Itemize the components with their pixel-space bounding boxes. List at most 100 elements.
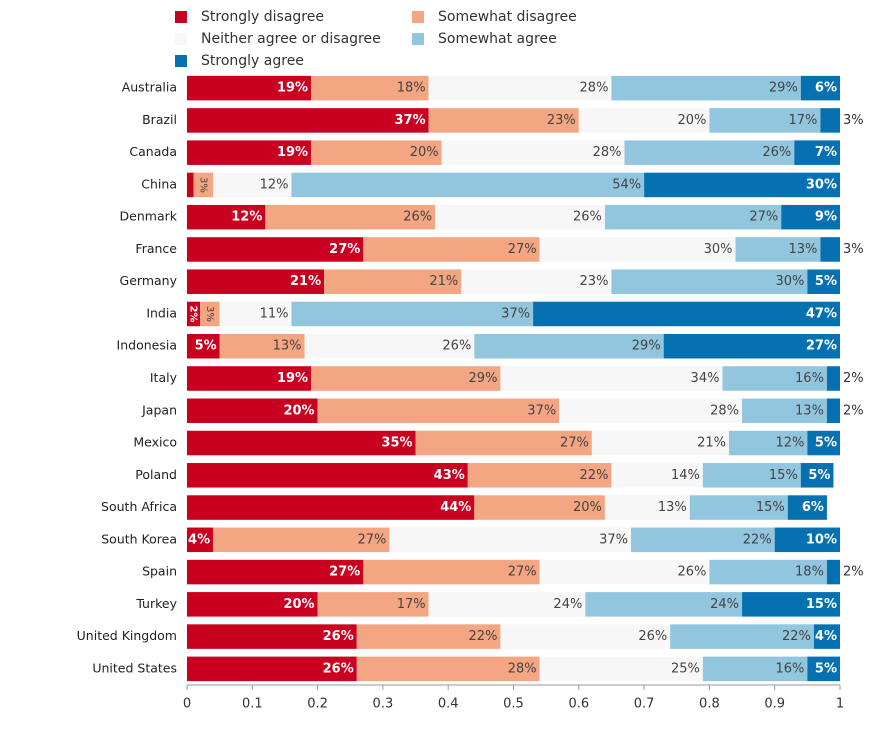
value-label: 30% xyxy=(704,242,733,257)
value-label: 13% xyxy=(795,403,824,418)
bar-segment xyxy=(539,656,703,682)
value-label: 11% xyxy=(260,306,289,321)
category-label: Denmark xyxy=(120,209,178,224)
value-label: 22% xyxy=(469,629,498,644)
x-tick-label: 0.9 xyxy=(764,697,785,712)
x-tick-label: 1 xyxy=(836,697,844,712)
value-label: 18% xyxy=(795,565,824,580)
bar-segment xyxy=(813,624,840,649)
value-label: 27% xyxy=(329,242,360,257)
value-label: 16% xyxy=(795,371,824,386)
bar-segment xyxy=(591,430,729,456)
category-label: Australia xyxy=(122,80,177,95)
bar-segment xyxy=(631,527,775,553)
bar-segment xyxy=(787,495,827,520)
bar-segment xyxy=(604,204,782,230)
x-tick-label: 0.6 xyxy=(568,697,589,712)
bar-segment xyxy=(709,559,827,585)
x-tick-label: 0.3 xyxy=(373,697,394,712)
bar-segment xyxy=(807,269,840,294)
value-label: 27% xyxy=(806,339,837,354)
bar-segment xyxy=(702,656,808,682)
category-label: Turkey xyxy=(135,596,177,611)
bar-segment xyxy=(474,495,605,520)
value-label: 26% xyxy=(573,210,602,225)
value-label: 30% xyxy=(806,177,837,192)
value-label: 21% xyxy=(429,274,458,289)
value-label: 9% xyxy=(815,210,837,225)
category-label: China xyxy=(141,176,177,191)
bar-segment xyxy=(187,463,468,488)
value-label: 26% xyxy=(677,565,706,580)
value-label: 2% xyxy=(843,371,864,386)
legend-swatch xyxy=(175,11,187,23)
legend-label: Strongly agree xyxy=(201,53,304,69)
bar-segment xyxy=(702,463,801,488)
value-label: 7% xyxy=(815,145,837,160)
value-label: 47% xyxy=(806,306,837,321)
bar-segment xyxy=(435,204,605,230)
bar-segment xyxy=(611,269,808,294)
bar-segment xyxy=(663,333,840,359)
legend-label: Somewhat disagree xyxy=(438,9,577,25)
bar-segment xyxy=(311,75,429,101)
bar-segment xyxy=(539,559,710,585)
value-label: 28% xyxy=(593,145,622,160)
legend-label: Strongly disagree xyxy=(201,9,324,25)
bar-segment xyxy=(467,463,612,488)
bar-segment xyxy=(187,269,325,294)
bar-segment xyxy=(187,172,194,198)
legend-swatch xyxy=(412,33,424,45)
value-label: 5% xyxy=(815,661,837,676)
bar-segment xyxy=(187,495,475,520)
category-label: Italy xyxy=(150,370,178,385)
value-label: 10% xyxy=(806,532,837,547)
value-label: 3% xyxy=(197,177,208,193)
value-label: 26% xyxy=(442,339,471,354)
value-label: 29% xyxy=(632,339,661,354)
value-label: 20% xyxy=(283,403,314,418)
value-label: 34% xyxy=(691,371,720,386)
x-tick-label: 0.7 xyxy=(634,697,655,712)
bar-segment xyxy=(826,398,840,424)
bar-segment xyxy=(219,301,292,327)
value-label: 20% xyxy=(573,500,602,515)
bar-segment xyxy=(578,108,710,133)
bar-segment xyxy=(187,140,312,165)
bar-segment xyxy=(213,527,390,553)
value-label: 14% xyxy=(671,468,700,483)
bar-segment xyxy=(304,333,475,359)
bar-segment xyxy=(213,172,292,198)
bar-segment xyxy=(187,559,364,585)
bar-segment xyxy=(187,527,214,553)
category-label: India xyxy=(146,305,177,320)
bar-segment xyxy=(187,398,318,424)
bar-segment xyxy=(415,430,592,456)
legend-swatch xyxy=(175,33,187,45)
bar-segment xyxy=(324,269,462,294)
value-label: 5% xyxy=(808,468,830,483)
value-label: 27% xyxy=(749,210,778,225)
bar-segment xyxy=(219,333,305,359)
value-label: 17% xyxy=(789,113,818,128)
value-label: 43% xyxy=(434,468,465,483)
bar-segment xyxy=(500,624,671,649)
value-label: 27% xyxy=(508,242,537,257)
value-label: 27% xyxy=(329,565,360,580)
category-label: United States xyxy=(92,660,177,675)
value-label: 12% xyxy=(231,210,262,225)
bar-segment xyxy=(200,301,220,327)
value-label: 2% xyxy=(843,403,864,418)
bar-segment xyxy=(187,301,201,327)
legend-label: Neither agree or disagree xyxy=(201,31,381,47)
value-label: 25% xyxy=(671,661,700,676)
value-label: 20% xyxy=(283,597,314,612)
value-label: 18% xyxy=(397,81,426,96)
bar-segment xyxy=(689,495,788,520)
value-label: 26% xyxy=(323,661,354,676)
value-label: 35% xyxy=(381,436,412,451)
bar-segment xyxy=(559,398,743,424)
bar-segment xyxy=(585,592,743,617)
x-tick-label: 0.2 xyxy=(307,697,328,712)
